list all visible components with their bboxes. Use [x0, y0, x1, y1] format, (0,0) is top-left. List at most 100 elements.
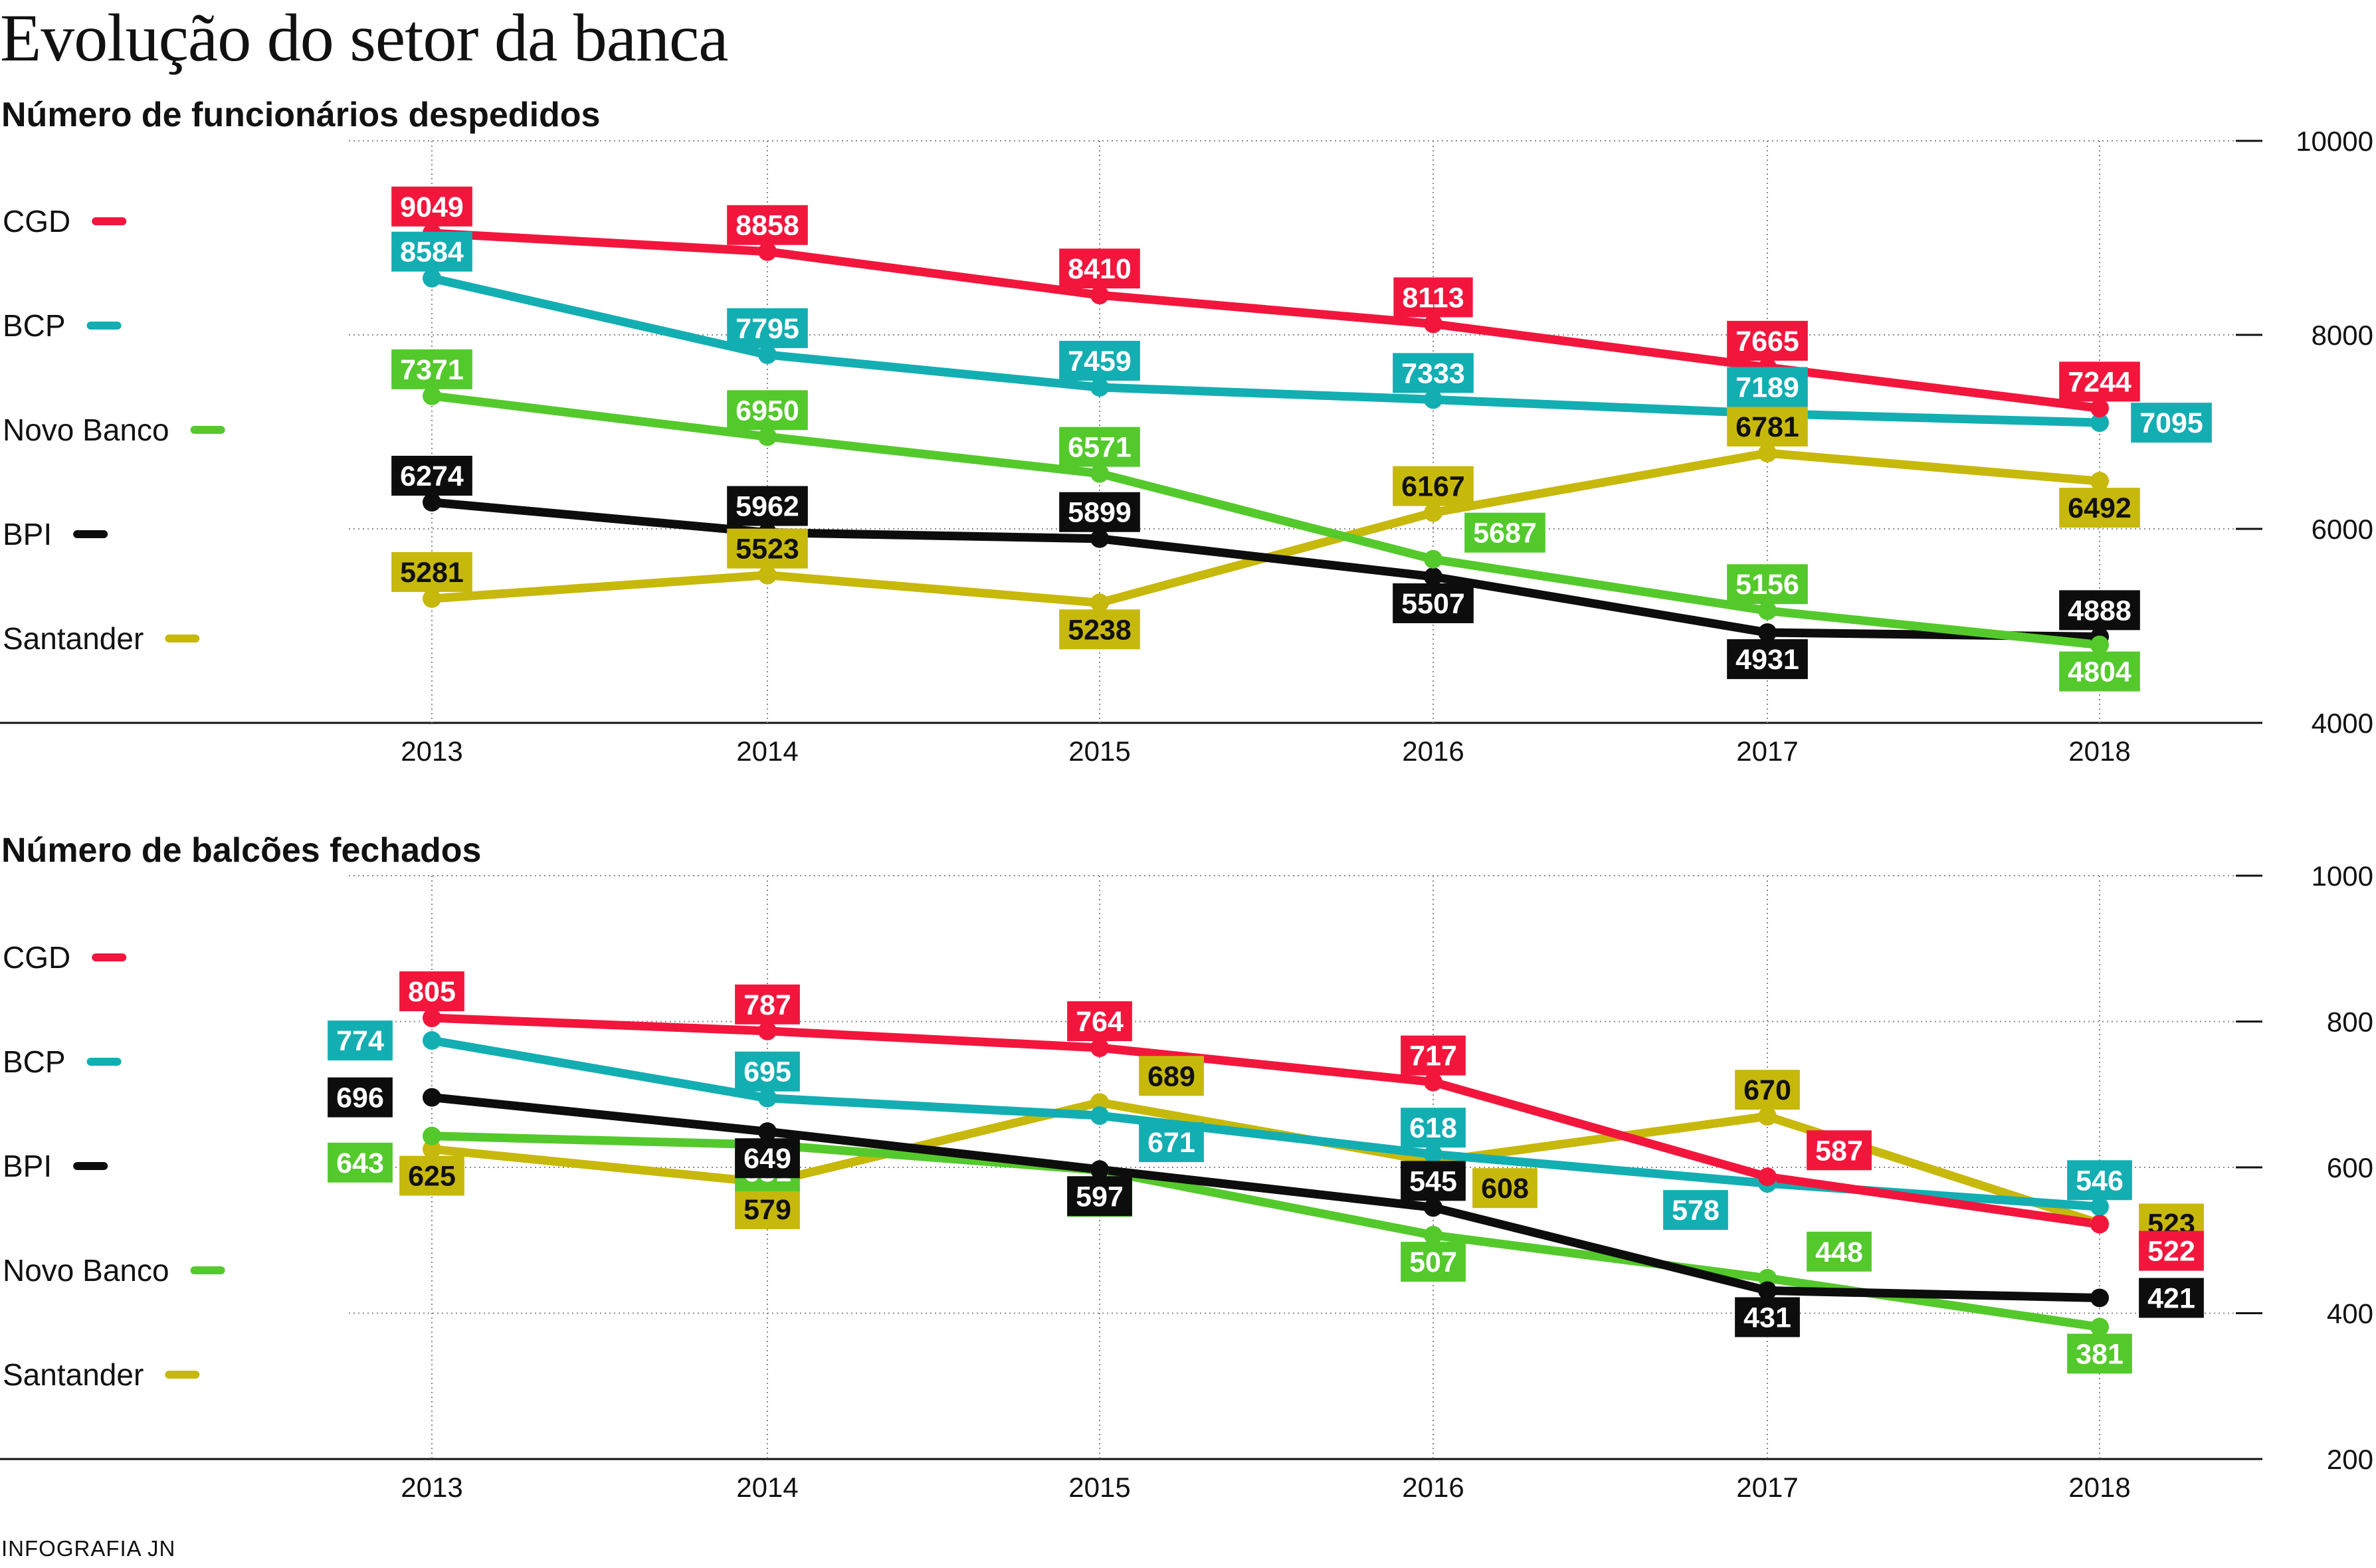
- data-label-text: 5899: [1068, 497, 1132, 529]
- legend-label-santander: Santander: [3, 621, 144, 656]
- data-label-text: 8410: [1068, 253, 1132, 285]
- data-label-bcp: 578: [1663, 1190, 1728, 1230]
- data-label-box: [727, 390, 808, 431]
- legend-label-bpi: BPI: [3, 517, 52, 551]
- data-point-cgd: [1424, 1072, 1442, 1092]
- data-label-box: [727, 205, 808, 245]
- data-label-cgd: 8410: [1059, 248, 1140, 289]
- data-label-box: [1059, 248, 1140, 289]
- data-label-bpi: 6274: [391, 455, 472, 496]
- data-label-novo-banco: 381: [2067, 1333, 2132, 1374]
- data-point-novo-banco: [758, 427, 777, 446]
- data-label-santander: 670: [1735, 1070, 1800, 1110]
- data-label-text: 4931: [1735, 644, 1799, 676]
- data-label-santander: 5238: [1059, 609, 1140, 650]
- data-point-bcp: [2090, 413, 2109, 433]
- data-label-bcp: 7095: [2131, 403, 2212, 443]
- data-label-novo-banco: 6571: [1059, 427, 1140, 467]
- data-label-box: [735, 984, 800, 1025]
- data-label-text: 7333: [1401, 357, 1465, 389]
- data-label-cgd: 805: [399, 971, 464, 1012]
- data-label-text: 764: [1076, 1006, 1124, 1038]
- data-label-novo-banco: 6950: [727, 390, 808, 431]
- x-tick-label: 2014: [736, 1472, 798, 1503]
- data-label-text: 4888: [2068, 595, 2131, 627]
- data-label-cgd: 717: [1401, 1035, 1466, 1076]
- data-label-bpi: 597: [1067, 1176, 1132, 1217]
- data-label-text: 608: [1481, 1173, 1529, 1205]
- series-line-cgd: [427, 1013, 2104, 1229]
- data-label-novo-banco: 7371: [391, 349, 472, 389]
- data-label-box: [1067, 1176, 1132, 1217]
- data-label-text: 522: [2147, 1236, 2195, 1268]
- data-label-bpi: 5899: [1059, 492, 1140, 532]
- data-label-novo-banco: 448: [1807, 1231, 1872, 1272]
- data-label-text: 597: [1076, 1181, 1124, 1213]
- legend-label-cgd: CGD: [3, 204, 70, 239]
- data-label-box: [1735, 1297, 1800, 1337]
- data-label-text: 381: [2076, 1338, 2124, 1370]
- data-label-text: 7244: [2068, 366, 2131, 398]
- data-label-text: 6492: [2068, 492, 2131, 524]
- data-point-cgd: [1090, 286, 1109, 305]
- data-label-text: 6167: [1401, 471, 1465, 503]
- data-label-bpi: 696: [328, 1077, 393, 1118]
- x-tick-label: 2014: [736, 735, 798, 767]
- data-label-text: 696: [336, 1082, 384, 1114]
- data-label-santander: 5281: [391, 551, 472, 592]
- data-label-box: [328, 1142, 393, 1183]
- data-label-bcp: 695: [735, 1051, 800, 1092]
- data-label-text: 689: [1147, 1060, 1195, 1092]
- chart-subtitle: Número de funcionários despedidos: [1, 96, 600, 134]
- data-label-box: [1401, 1108, 1466, 1148]
- data-point-bcp: [758, 1088, 777, 1108]
- x-tick-label: 2016: [1402, 1472, 1464, 1503]
- data-point-novo-banco: [423, 1126, 441, 1145]
- series-line-cgd: [427, 229, 2104, 413]
- x-tick-label: 2018: [2068, 1472, 2130, 1503]
- chart-subtitle: Número de balcões fechados: [1, 831, 481, 870]
- data-point-bcp: [758, 345, 777, 364]
- data-label-text: 431: [1743, 1302, 1791, 1333]
- data-label-cgd: 9049: [391, 186, 472, 227]
- data-label-box: [735, 1189, 800, 1230]
- data-label-novo-banco: 5687: [1464, 512, 1545, 553]
- y-tick-label: 400: [2327, 1298, 2373, 1329]
- data-label-box: [1393, 583, 1474, 623]
- data-point-cgd: [2090, 399, 2109, 418]
- data-label-text: 7371: [400, 354, 464, 386]
- x-tick-label: 2016: [1402, 735, 1464, 767]
- data-label-text: 6950: [736, 395, 799, 427]
- series-line-bcp: [427, 274, 2104, 427]
- data-label-box: [1727, 320, 1808, 361]
- data-label-cgd: 587: [1807, 1130, 1872, 1171]
- data-label-text: 7665: [1735, 326, 1799, 357]
- data-label-box: [1401, 1035, 1466, 1076]
- data-label-novo-banco: 4804: [2059, 651, 2140, 692]
- data-label-box: [391, 551, 472, 592]
- data-label-novo-banco: 507: [1401, 1242, 1466, 1282]
- data-point-cgd: [758, 1021, 777, 1040]
- data-label-box: [1401, 1161, 1466, 1201]
- data-label-box: [1059, 609, 1140, 650]
- data-label-text: 5281: [400, 557, 464, 589]
- data-label-box: [1472, 1168, 1537, 1209]
- data-label-text: 5962: [736, 491, 799, 523]
- data-label-box: [2059, 651, 2140, 692]
- data-label-text: 6571: [1068, 432, 1132, 464]
- series-line-novo-banco: [427, 391, 2104, 650]
- x-tick-label: 2013: [401, 1472, 462, 1503]
- data-label-box: [727, 528, 808, 569]
- data-point-santander: [1090, 1093, 1109, 1112]
- legend-label-bcp: BCP: [3, 1044, 66, 1079]
- data-label-santander: 579: [735, 1189, 800, 1230]
- x-tick-label: 2018: [2068, 735, 2130, 767]
- data-label-bcp: 618: [1401, 1108, 1466, 1148]
- data-label-text: 507: [1409, 1246, 1457, 1278]
- data-label-box: [2067, 1160, 2132, 1201]
- data-label-box: [1393, 353, 1474, 393]
- x-tick-label: 2013: [401, 735, 462, 767]
- data-point-santander: [423, 1139, 441, 1159]
- data-label-bcp: 7189: [1727, 367, 1808, 407]
- data-label-text: 5238: [1068, 614, 1132, 646]
